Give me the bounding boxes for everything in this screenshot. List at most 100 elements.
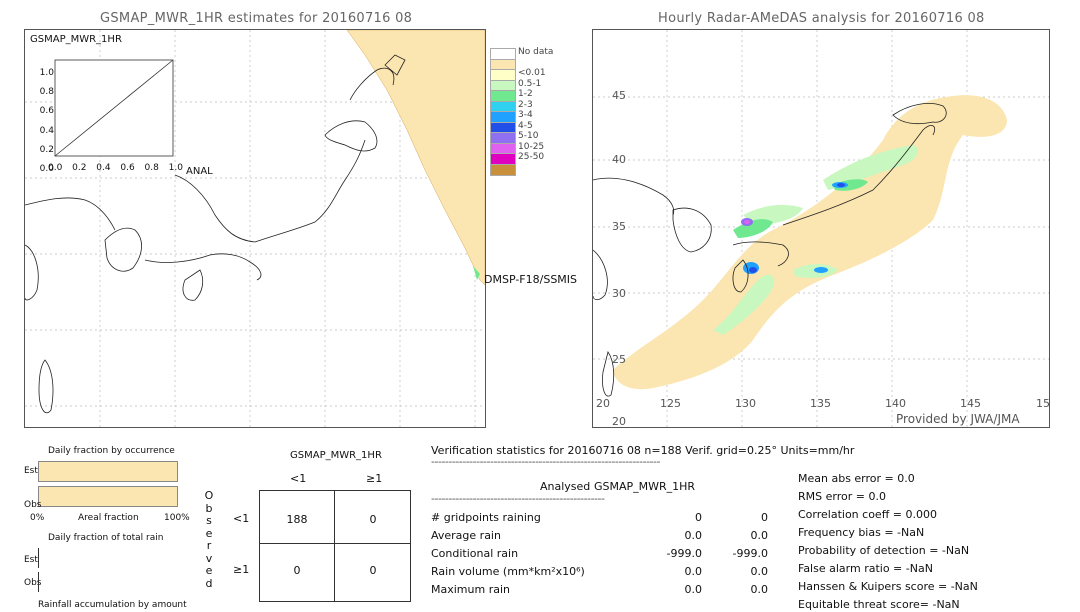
- occurrence-title: Daily fraction by occurrence: [48, 446, 175, 456]
- lon-label: 20: [596, 397, 610, 410]
- legend-label: 1-2: [518, 89, 533, 99]
- col-gsmap: GSMAP_MWR_1HR: [594, 480, 696, 493]
- obs-rain-axis: [38, 572, 39, 592]
- score-line: Frequency bias = -NaN: [798, 526, 925, 539]
- legend-label: 4-5: [518, 120, 533, 131]
- observed-letter: e: [205, 526, 213, 540]
- inset-ytick: 0.6: [39, 106, 54, 117]
- lat-label: 30: [612, 287, 626, 300]
- lat-label: 35: [612, 220, 626, 233]
- inset-ytick: 0.4: [39, 125, 54, 136]
- score-line: Correlation coeff = 0.000: [798, 508, 937, 521]
- observed-letter: b: [205, 501, 213, 515]
- stat-analysed: 0.0: [684, 583, 703, 596]
- inset-xtick: 0.6: [120, 163, 135, 173]
- axis-right: 100%: [164, 513, 190, 523]
- inset-xtick: 0.4: [96, 163, 111, 173]
- stat-analysed: -999.0: [666, 547, 702, 560]
- inset-xtick: 1.0: [168, 163, 183, 173]
- observed-vertical-label: O b s e r v e d: [203, 489, 215, 590]
- inset-ytick: 0.0: [39, 164, 54, 175]
- stat-gsmap: 0.0: [750, 529, 769, 542]
- credit-label: Provided by JWA/JMA: [896, 412, 1020, 426]
- inset-xtick: 0.8: [144, 163, 159, 173]
- legend-label: 10-25: [518, 141, 545, 152]
- verification-header: Verification statistics for 20160716 08 …: [431, 444, 855, 457]
- col-analysed: Analysed: [540, 480, 591, 493]
- accum-title: Rainfall accumulation by amount: [38, 600, 187, 610]
- lat-label: 40: [612, 153, 626, 166]
- observed-letter: O: [204, 489, 214, 502]
- score-line: False alarm ratio = -NaN: [798, 562, 933, 575]
- right-map-title: Hourly Radar-AMeDAS analysis for 2016071…: [658, 11, 985, 26]
- stat-label: Maximum rain: [431, 583, 510, 596]
- stat-gsmap: -999.0: [732, 547, 768, 560]
- observed-letter: v: [205, 551, 213, 565]
- score-line: Probability of detection = -NaN: [798, 544, 970, 557]
- inset-ytick: 0.2: [39, 144, 54, 155]
- obs-label: Obs: [24, 500, 42, 510]
- inset-xticks: 0.0 0.2 0.4 0.6 0.8 1.0: [48, 163, 183, 173]
- stat-gsmap: 0.0: [750, 565, 769, 578]
- est-label-2: Est: [24, 555, 38, 565]
- verification-divider-2: ----------------------------------------…: [431, 492, 605, 505]
- cell-c: 0: [293, 564, 301, 577]
- left-map-title: GSMAP_MWR_1HR estimates for 20160716 08: [100, 11, 413, 26]
- contingency-grid: 188 0 0 0: [259, 490, 411, 602]
- right-map: [592, 29, 1050, 428]
- cell-hits-a: 188: [286, 513, 308, 526]
- lon-label: 125: [660, 397, 681, 410]
- obs-label-2: Obs: [24, 578, 42, 588]
- observed-letter: r: [206, 539, 212, 552]
- left-map-svg: [25, 30, 485, 427]
- score-line: Mean abs error = 0.0: [798, 472, 915, 485]
- stat-analysed: 0.0: [684, 529, 703, 542]
- est-label: Est: [24, 466, 38, 476]
- legend-swatch: [490, 163, 516, 176]
- legend-label: No data: [518, 47, 554, 57]
- legend-label: 5-10: [518, 131, 539, 141]
- lon-label: 135: [810, 397, 831, 410]
- lat-label: 20: [612, 415, 626, 428]
- lat-label: 45: [612, 89, 626, 102]
- inset-ytick: 1.0: [39, 68, 54, 78]
- swath-area: [346, 30, 485, 286]
- stat-gsmap: 0: [761, 511, 768, 524]
- stat-label: Conditional rain: [431, 547, 519, 560]
- stat-label: # gridpoints raining: [431, 511, 541, 524]
- lon-label: 145: [960, 397, 981, 410]
- cell-b: 0: [369, 513, 377, 526]
- inset-ytick: 0.8: [39, 87, 54, 98]
- inset-diagonal: [54, 59, 174, 157]
- score-line: Hanssen & Kuipers score = -NaN: [798, 580, 978, 593]
- axis-mid: Areal fraction: [78, 513, 139, 523]
- col-header-lt1: <1: [290, 472, 307, 485]
- stat-label: Rain volume (mm*km²x10⁶): [431, 565, 585, 578]
- observed-letter: d: [205, 576, 213, 590]
- est-bar: [38, 461, 178, 482]
- inset-xtick: 0.2: [72, 163, 87, 173]
- inset-xtick: 0.0: [48, 163, 63, 173]
- legend-label: 25-50: [518, 152, 545, 162]
- score-line: Equitable threat score= -NaN: [798, 598, 960, 611]
- lon-label: 130: [735, 397, 756, 410]
- lat-label: 25: [612, 353, 626, 366]
- stat-gsmap: 0.0: [750, 583, 769, 596]
- left-map: [24, 29, 486, 428]
- inset-yticks: 1.0 0.8 0.6 0.4 0.2 0.0: [36, 64, 54, 179]
- right-map-svg: [593, 30, 1049, 427]
- legend-label: 3-4: [518, 110, 533, 120]
- est-rain-axis: [38, 548, 39, 568]
- cell-d: 0: [369, 564, 377, 577]
- stat-label: Average rain: [431, 529, 501, 542]
- observed-letter: e: [205, 564, 213, 577]
- stat-analysed: 0.0: [684, 565, 703, 578]
- lon-label: 15: [1036, 397, 1050, 410]
- contingency-title: GSMAP_MWR_1HR: [290, 450, 382, 461]
- col-header-ge1: ≥1: [366, 472, 383, 485]
- swath-label: DMSP-F18/SSMIS: [484, 273, 578, 286]
- inset-title: GSMAP_MWR_1HR: [30, 34, 122, 45]
- legend: No data <0.01 0.5-1 1-2 2-3 3-4 4-5 5-10 10-25 25…: [490, 47, 554, 178]
- swath-edge-green: [473, 266, 480, 280]
- legend-label: 0.5-1: [518, 78, 542, 89]
